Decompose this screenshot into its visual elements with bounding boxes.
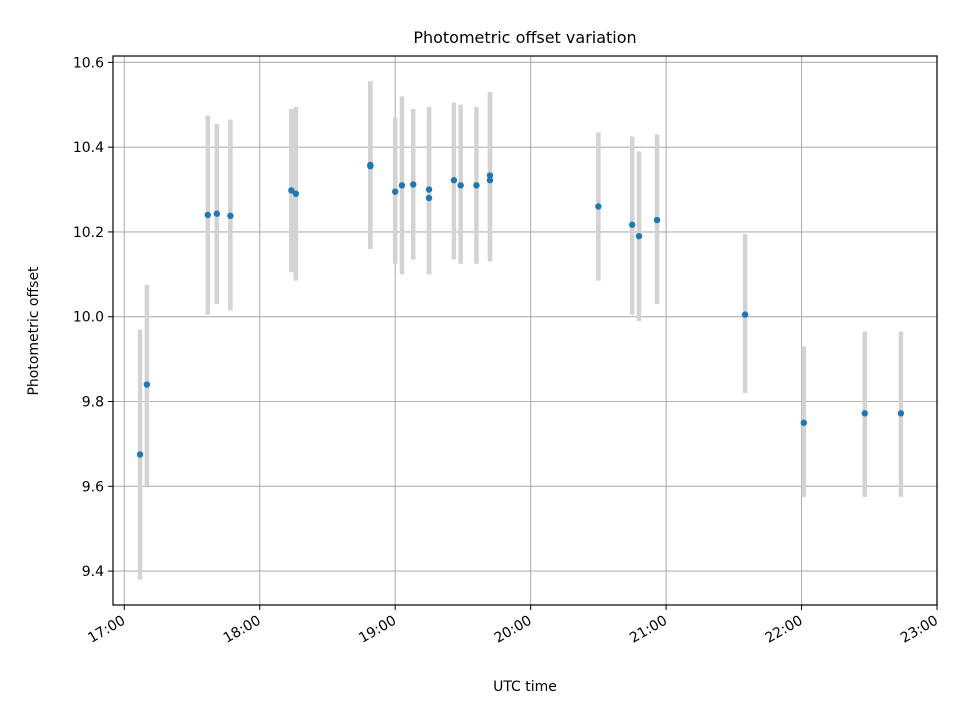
data-point <box>800 419 808 426</box>
data-point <box>292 190 300 197</box>
y-tick-label: 10.0 <box>73 310 104 326</box>
y-tick-label: 10.4 <box>73 140 104 156</box>
data-point <box>143 381 151 388</box>
data-point <box>410 181 417 188</box>
y-tick-label: 9.8 <box>82 395 104 411</box>
data-point <box>486 172 494 179</box>
data-points <box>136 161 905 458</box>
y-tick-label: 9.6 <box>82 479 104 495</box>
data-point <box>398 182 406 189</box>
data-point <box>486 177 494 184</box>
data-point <box>288 187 295 194</box>
data-point <box>391 188 399 195</box>
y-tick-label: 10.6 <box>73 55 104 71</box>
data-point <box>653 216 661 224</box>
data-point <box>595 203 602 210</box>
data-point <box>861 410 868 417</box>
data-point <box>367 161 374 169</box>
grid <box>113 56 938 605</box>
data-point <box>741 311 749 318</box>
data-point <box>473 182 480 189</box>
data-point <box>204 211 212 219</box>
plot-frame <box>112 55 938 606</box>
data-point <box>450 177 458 184</box>
data-point <box>136 451 144 458</box>
y-tick-label: 10.2 <box>73 225 104 241</box>
data-point <box>897 410 905 417</box>
data-point <box>425 194 433 202</box>
y-tick-label: 9.4 <box>82 564 104 580</box>
data-point <box>635 232 643 240</box>
data-point <box>213 210 221 217</box>
data-point <box>629 221 636 228</box>
data-point <box>425 186 433 193</box>
data-point <box>227 212 234 220</box>
y-axis-label: Photometric offset <box>26 266 42 396</box>
x-axis-label: UTC time <box>493 679 557 695</box>
chart-title: Photometric offset variation <box>413 28 636 47</box>
data-point <box>457 182 464 189</box>
